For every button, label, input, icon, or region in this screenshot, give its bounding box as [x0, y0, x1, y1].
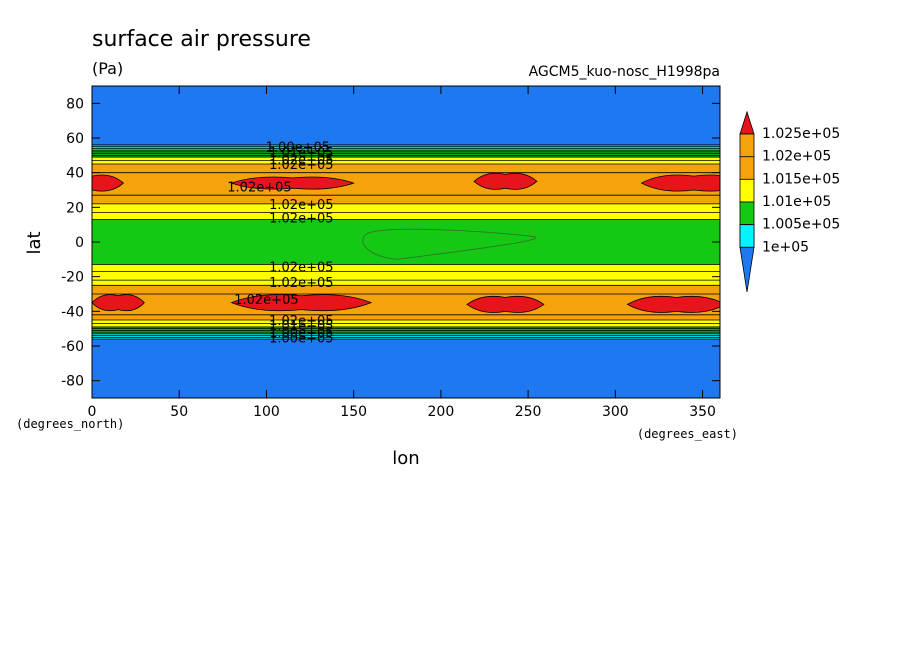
x-axis-unit: (degrees_east)	[637, 427, 738, 441]
y-tick-label-7: -60	[61, 339, 84, 355]
pressure-band-0	[92, 86, 720, 145]
high-pressure-cell-4	[92, 294, 145, 312]
contour-label-11: 1.01e+05	[269, 319, 333, 334]
y-tick-label-8: -80	[61, 374, 84, 390]
colorbar-swatch-3	[739, 201, 755, 226]
y-axis-unit: (degrees_north)	[16, 417, 124, 431]
y-tick-label-3: 20	[66, 200, 84, 216]
contour-label-8: 1.02e+05	[269, 276, 333, 291]
high-pressure-cell-1	[230, 176, 355, 190]
x-tick-label-2: 100	[253, 404, 280, 420]
high-pressure-cell-3	[640, 174, 720, 192]
y-tick-label-2: 40	[66, 166, 84, 182]
colorbar-arrow-bottom	[739, 246, 755, 293]
x-tick-label-3: 150	[340, 404, 367, 420]
colorbar-swatch-lower	[739, 224, 755, 248]
axes: 0 50 100 150 200 250 300 350806040200-20-40-60-…	[61, 85, 721, 420]
x-tick-label-4: 200	[428, 404, 455, 420]
chart-title: surface air pressure	[92, 27, 311, 52]
colorbar-label-2: 1.015e+05	[762, 171, 840, 187]
contour-label-12: 1.00e+05	[269, 326, 333, 341]
colorbar-label-4: 1.005e+05	[762, 217, 840, 233]
colorbar-swatch-2	[739, 178, 755, 203]
contour-label-4: 1.02e+05	[227, 181, 291, 196]
contour-label-6: 1.02e+05	[269, 212, 333, 227]
pressure-band-5	[92, 203, 720, 220]
colorbar-swatch-1	[739, 156, 755, 180]
high-pressure-cell-5	[230, 294, 373, 312]
y-tick-label-4: 0	[75, 235, 84, 251]
contour-label-1: 1.01e+05	[269, 146, 333, 161]
x-axis-label: lon	[392, 448, 419, 469]
contour-label-5: 1.02e+05	[269, 198, 333, 213]
high-pressure-cell-0	[92, 174, 125, 192]
high-pressure-cell-6	[466, 295, 545, 313]
y-axis-label: lat	[24, 231, 45, 254]
high-pressure-cell-7	[626, 295, 720, 313]
pressure-band-4	[92, 164, 720, 204]
high-pressure-cell-2	[473, 172, 538, 190]
contour-label-10: 1.02e+05	[269, 314, 333, 329]
equatorial-contour	[362, 228, 537, 260]
x-tick-label-1: 50	[170, 404, 188, 420]
y-tick-label-1: 60	[66, 131, 84, 147]
contour-label-2: 1.02e+05	[269, 153, 333, 168]
pressure-band-11	[92, 333, 720, 340]
pressure-band-7	[92, 264, 720, 286]
x-tick-label-0: 0	[88, 404, 97, 420]
x-tick-label-7: 350	[689, 404, 716, 420]
contour-label-9: 1.02e+05	[234, 293, 298, 308]
contour-label-13: 1.00e+05	[269, 331, 333, 346]
colorbar-label-1: 1.02e+05	[762, 149, 831, 165]
plot-area: 1.00e+051.01e+051.02e+051.02e+051.02e+05…	[92, 86, 720, 398]
pressure-band-8	[92, 285, 720, 320]
y-tick-label-0: 80	[66, 96, 84, 112]
pressure-band-6	[92, 219, 720, 265]
colorbar-legend: 1.025e+05 1.02e+05 1.015e+05 1.01e+05 1.005e…	[739, 110, 840, 293]
contour-label-0: 1.00e+05	[266, 141, 330, 156]
colorbar-label-3: 1.01e+05	[762, 194, 831, 210]
pressure-band-12	[92, 339, 720, 398]
contour-label-3: 1.02e+05	[269, 158, 333, 173]
chart-units: (Pa)	[92, 59, 123, 78]
run-label: AGCM5_kuo-nosc_H1998pa	[529, 64, 720, 80]
colorbar-swatch-upper	[739, 133, 755, 158]
colorbar-arrow-top	[739, 110, 755, 135]
colorbar-label-5: 1e+05	[762, 239, 809, 255]
pressure-band-1	[92, 144, 720, 151]
y-tick-label-5: -20	[61, 270, 84, 286]
contour-label-7: 1.02e+05	[269, 260, 333, 275]
x-tick-label-6: 300	[602, 404, 629, 420]
y-tick-label-6: -40	[61, 304, 84, 320]
x-tick-label-5: 250	[515, 404, 542, 420]
colorbar-label-0: 1.025e+05	[762, 126, 840, 142]
